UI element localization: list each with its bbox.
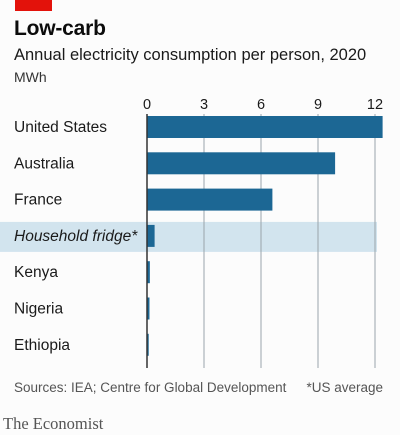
- x-tick-label: 3: [200, 97, 208, 113]
- bar: [147, 333, 149, 356]
- bar-chart: 0 3 6 9 12 United States Australia France Househ…: [0, 97, 383, 368]
- x-tick-label: 9: [314, 97, 322, 113]
- brand-red-tag: [15, 0, 52, 11]
- bar: [147, 224, 155, 247]
- category-label: Ethiopia: [14, 337, 70, 354]
- publisher-brand: The Economist: [3, 414, 104, 433]
- highlight-band: [0, 221, 377, 252]
- footnote: *US average: [306, 380, 383, 395]
- category-label: France: [14, 192, 62, 209]
- category-label: Australia: [14, 155, 75, 172]
- bar: [147, 188, 273, 211]
- chart-subtitle: Annual electricity consumption per perso…: [14, 46, 367, 64]
- bar: [147, 116, 383, 138]
- category-label: United States: [14, 119, 107, 136]
- bar: [147, 152, 336, 175]
- x-tick-label: 12: [367, 97, 383, 113]
- x-tick-label: 6: [257, 97, 265, 113]
- x-tick-label: 0: [143, 97, 151, 113]
- category-label: Kenya: [14, 264, 58, 281]
- category-label: Household fridge*: [14, 228, 138, 245]
- source-note: Sources: IEA; Centre for Global Developm…: [14, 380, 287, 395]
- chart-title: Low-carb: [14, 17, 106, 40]
- unit-label: MWh: [14, 69, 47, 85]
- bar: [147, 297, 150, 320]
- category-label: Nigeria: [14, 301, 63, 318]
- bar: [147, 261, 150, 284]
